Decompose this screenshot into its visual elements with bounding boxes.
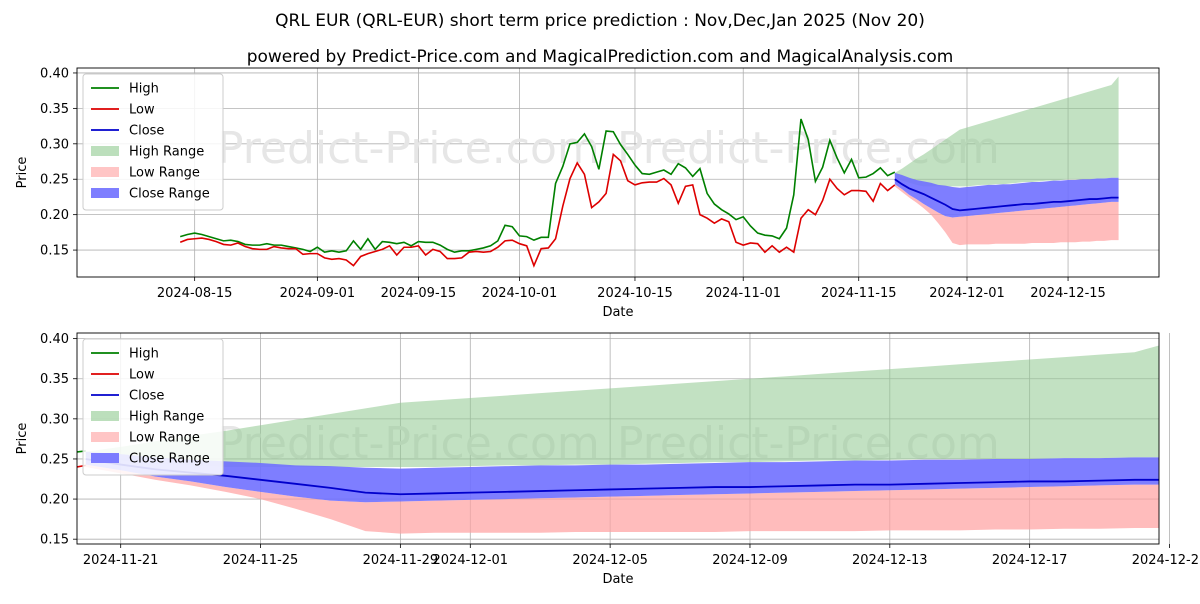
low-range-band: [85, 464, 1159, 534]
legend-swatch-high_range: [91, 411, 119, 421]
x-tick-label: 2024-12-05: [572, 553, 648, 568]
y-tick-label: 0.40: [40, 66, 69, 81]
legend-label-low: Low: [129, 103, 155, 118]
high-range-band: [85, 345, 1159, 467]
high-series-line: [179, 118, 896, 254]
plot-area: [179, 76, 1119, 268]
legend-swatch-low_range: [91, 167, 119, 177]
x-tick-label: 2024-11-29: [363, 553, 439, 568]
x-tick-label: 2024-11-21: [83, 553, 159, 568]
x-tick-label: 2024-12-17: [992, 553, 1068, 568]
x-tick-label: 2024-12-13: [852, 553, 928, 568]
plot-panel-full-history: 2024-08-15 2024-09-01 2024-09-15 2024-10-01…: [15, 66, 1160, 320]
close-series-line: [85, 458, 1159, 496]
plot-area: [77, 345, 1159, 534]
x-tick-label: 2024-12-09: [712, 553, 788, 568]
high-range-band: [894, 76, 1119, 187]
y-tick-label: 0.15: [40, 533, 69, 548]
legend-label-close: Close: [129, 389, 164, 404]
plot-panel-forecast: 2024-11-21 2024-11-25 2024-11-292024-12-01…: [15, 332, 1200, 587]
chart-subtitle: powered by Predict-Price.com and Magical…: [247, 47, 954, 67]
y-axis-label: Price: [15, 423, 30, 455]
low-range-band: [894, 184, 1119, 246]
legend: High Low Close High Range Low Range Close Ran…: [82, 338, 224, 476]
x-tick-label: 2024-08-15: [157, 286, 233, 301]
x-tick-label: 2024-11-25: [223, 553, 299, 568]
legend-label-low: Low: [129, 368, 155, 383]
x-tick-label: 2024-12-01: [929, 286, 1005, 301]
x-tick-label: 2024-12-01: [433, 553, 509, 568]
x-tick-label: 2024-09-15: [381, 286, 457, 301]
legend-label-high_range: High Range: [129, 410, 204, 425]
x-tick-label: 2024-10-01: [482, 286, 558, 301]
low-series-line: [179, 152, 896, 268]
legend-swatch-close_range: [91, 188, 119, 198]
legend-label-high_range: High Range: [129, 145, 204, 160]
plot-frame: [76, 332, 1160, 545]
y-tick-label: 0.35: [40, 372, 69, 387]
y-tick-label: 0.30: [40, 137, 69, 152]
legend-swatch-close_range: [91, 453, 119, 463]
y-tick-label: 0.20: [40, 208, 69, 223]
close-range-band: [894, 172, 1119, 218]
y-axis-label: Price: [15, 157, 30, 189]
legend-swatch-low_range: [91, 432, 119, 442]
plot-frame: [76, 67, 1160, 278]
x-tick-label: 2024-11-15: [821, 286, 897, 301]
legend: High Low Close High Range Low Range Close Ran…: [82, 73, 224, 211]
close-range-band: [85, 451, 1159, 503]
legend-label-low_range: Low Range: [129, 166, 200, 181]
close-series-line: [894, 178, 1119, 212]
legend-label-high: High: [129, 82, 159, 97]
legend-label-close_range: Close Range: [129, 452, 210, 467]
y-tick-label: 0.25: [40, 173, 69, 188]
x-axis-label: Date: [602, 572, 633, 587]
y-tick-label: 0.15: [40, 244, 69, 259]
legend-swatch-high_range: [91, 146, 119, 156]
legend-label-close: Close: [129, 124, 164, 139]
watermark-text: Predict-Price.com: [217, 123, 600, 174]
chart-title: QRL EUR (QRL-EUR) short term price predi…: [275, 11, 925, 31]
x-axis-label: Date: [602, 305, 633, 320]
legend-label-high: High: [129, 347, 159, 362]
x-tick-label: 2024-12-15: [1030, 286, 1106, 301]
y-tick-label: 0.40: [40, 332, 69, 347]
legend-label-close_range: Close Range: [129, 187, 210, 202]
x-tick-label: 2024-09-01: [280, 286, 356, 301]
x-tick-label: 2024-11-01: [705, 286, 781, 301]
legend-label-low_range: Low Range: [129, 431, 200, 446]
y-tick-label: 0.25: [40, 452, 69, 467]
x-tick-label: 2024-10-15: [597, 286, 673, 301]
y-tick-label: 0.30: [40, 412, 69, 427]
y-tick-label: 0.20: [40, 493, 69, 508]
x-tick-label: 2024-12-21: [1132, 553, 1200, 568]
y-tick-label: 0.35: [40, 102, 69, 117]
